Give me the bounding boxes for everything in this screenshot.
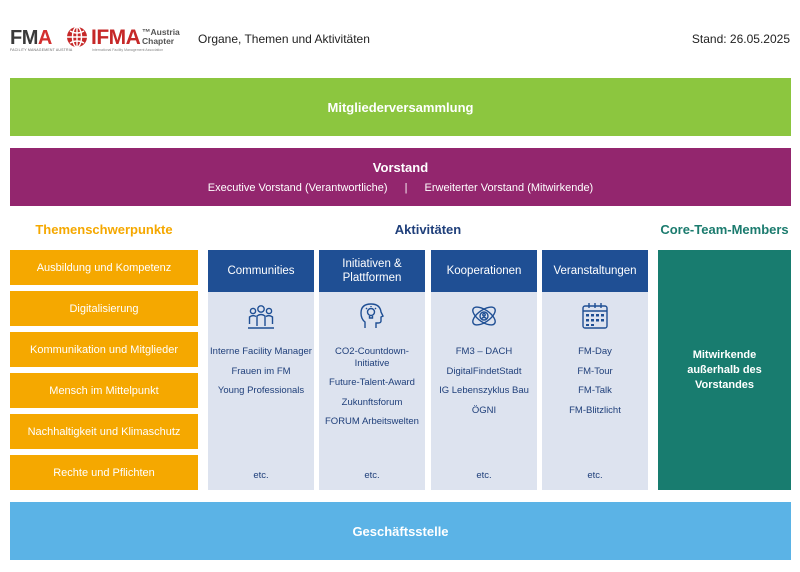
aktivitaeten-heading: Aktivitäten — [394, 222, 462, 237]
list-item: FM-Day — [578, 346, 612, 357]
list-item: Zukunftsforum — [341, 396, 403, 408]
vorstand-title: Vorstand — [372, 160, 429, 175]
ifma-globe-icon — [67, 26, 87, 48]
themen-item: Nachhaltigkeit und Klimaschutz — [10, 414, 198, 449]
list-item: FM-Talk — [578, 385, 612, 396]
activity-items: CO2-Countdown-Initiative Future-Talent-A… — [319, 346, 425, 436]
activity-column-title: Initiativen & Plattformen — [319, 250, 425, 292]
list-item: Young Professionals — [217, 385, 305, 396]
fma-logo: FMA — [10, 27, 52, 49]
geschaeftsstelle-label: Geschäftsstelle — [352, 523, 449, 539]
people-group-icon — [248, 305, 274, 329]
list-item: DigitalFindetStadt — [446, 365, 522, 377]
activity-column-title: Communities — [208, 250, 314, 292]
page-title: Organe, Themen und Aktivitäten — [198, 32, 370, 46]
themenschwerpunkte-heading: Themenschwerpunkte — [35, 222, 173, 237]
header: FMA FACILITY MANAGEMENT AUSTRIA IFMA ™Au… — [0, 0, 800, 72]
activity-items: FM-Day FM-Tour FM-Talk FM-Blitzlicht — [542, 346, 648, 424]
list-item: CO2-Countdown-Initiative — [335, 346, 409, 369]
etc-label: etc. — [253, 470, 269, 481]
themen-item: Ausbildung und Kompetenz — [10, 250, 198, 285]
vorstand-bar: Vorstand Executive Vorstand (Verantwortl… — [10, 148, 791, 206]
list-item: FORUM Arbeitswelten — [325, 416, 419, 427]
list-item: Interne Facility Manager — [210, 346, 312, 357]
themen-item: Digitalisierung — [10, 291, 198, 326]
list-item: ÖGNI — [471, 404, 497, 416]
core-team-box: Mitwirkende außerhalb des Vorstandes — [658, 250, 791, 490]
etc-label: etc. — [476, 470, 492, 481]
geschaeftsstelle-bar: Geschäftsstelle — [10, 502, 791, 560]
executive-vorstand-label: Executive Vorstand (Verantwortliche) — [207, 182, 388, 194]
ifma-austria-chapter: ™Austria Chapter — [142, 27, 180, 46]
mitgliederversammlung-label: Mitgliederversammlung — [327, 99, 474, 115]
list-item: Future-Talent-Award — [329, 377, 415, 388]
calendar-icon — [582, 303, 608, 329]
ifma-logo-subtitle: International Facility Management Associ… — [92, 48, 164, 52]
activity-column-veranstaltungen: Veranstaltungen FM-Day FM-Tour FM-Talk F… — [542, 250, 648, 490]
list-item: FM-Blitzlicht — [569, 404, 621, 416]
separator: | — [404, 182, 408, 194]
activity-column-initiativen: Initiativen & Plattformen CO2-Countdown-… — [319, 250, 425, 490]
activity-column-title: Kooperationen — [431, 250, 537, 292]
themen-item: Mensch im Mittelpunkt — [10, 373, 198, 408]
head-lightbulb-icon — [360, 303, 384, 328]
themen-item: Kommunikation und Mitglieder — [10, 332, 198, 367]
etc-label: etc. — [364, 470, 380, 481]
vorstand-subtitle: Executive Vorstand (Verantwortliche) | E… — [10, 182, 791, 194]
list-item: Frauen im FM — [231, 365, 291, 377]
themen-item: Rechte und Pflichten — [10, 455, 198, 490]
mitgliederversammlung-bar: Mitgliederversammlung — [10, 78, 791, 136]
ifma-logo: IFMA — [91, 26, 141, 49]
list-item: FM-Tour — [577, 365, 613, 377]
activity-column-communities: Communities Interne Facility Manager Fra… — [208, 250, 314, 490]
status-date: Stand: 26.05.2025 — [691, 32, 790, 46]
core-team-text: Mitwirkende außerhalb des Vorstandes — [687, 348, 762, 391]
erweiterter-vorstand-label: Erweiterter Vorstand (Mitwirkende) — [424, 182, 594, 194]
core-team-heading: Core-Team-Members — [660, 222, 789, 237]
fma-logo-subtitle: FACILITY MANAGEMENT AUSTRIA — [10, 48, 73, 52]
activity-column-title: Veranstaltungen — [542, 250, 648, 292]
network-atom-icon — [472, 306, 496, 326]
list-item: FM3 – DACH — [455, 346, 513, 357]
activity-items: FM3 – DACH DigitalFindetStadt IG Lebensz… — [431, 346, 537, 424]
etc-label: etc. — [587, 470, 603, 481]
list-item: IG Lebenszyklus Bau — [439, 385, 529, 396]
activity-column-kooperationen: Kooperationen FM3 – DACH DigitalFindetSt… — [431, 250, 537, 490]
activity-items: Interne Facility Manager Frauen im FM Yo… — [208, 346, 314, 405]
